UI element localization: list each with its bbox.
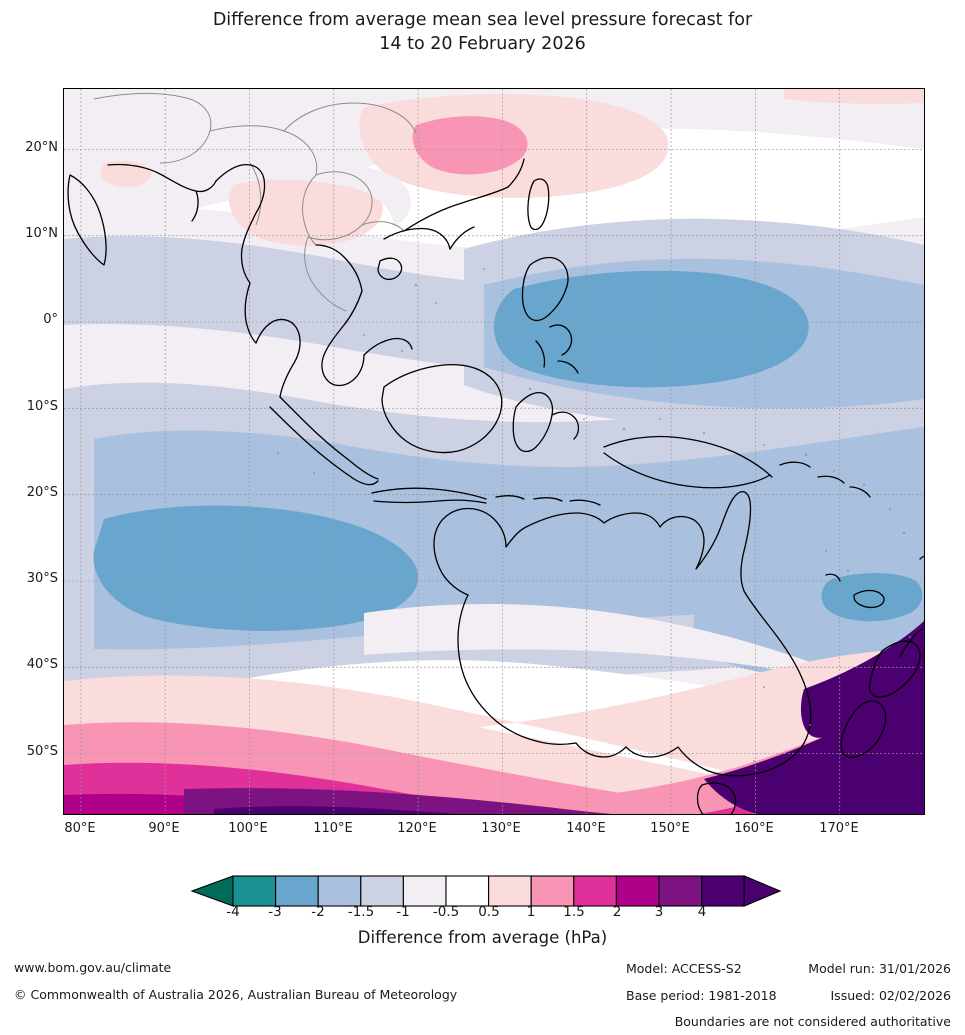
x-axis-label-90e: 90°E xyxy=(148,821,180,836)
footer-model-run: Model run: 31/01/2026 xyxy=(808,961,951,976)
y-axis-label-40s: 40°S xyxy=(26,657,58,672)
colorbar-tick--4: -4 xyxy=(226,904,240,920)
y-axis-label-0: 0° xyxy=(43,312,58,327)
page-title: Difference from average mean sea level p… xyxy=(0,8,965,56)
footer-website-url[interactable]: www.bom.gov.au/climate xyxy=(14,960,172,975)
page-title-line-1: Difference from average mean sea level p… xyxy=(212,10,753,30)
footer-boundaries-disclaimer: Boundaries are not considered authoritat… xyxy=(674,1014,951,1029)
x-axis-label-120e: 120°E xyxy=(397,821,437,836)
country-borders xyxy=(93,92,417,312)
colorbar-tick-2: 2 xyxy=(612,904,622,920)
colorbar-tick--1: -1 xyxy=(396,904,410,920)
x-axis-label-140e: 140°E xyxy=(566,821,606,836)
map-plot-area xyxy=(63,88,925,815)
colorbar-swatches xyxy=(190,875,782,907)
x-axis-label-160e: 160°E xyxy=(734,821,774,836)
footer-copyright: © Commonwealth of Australia 2026, Austra… xyxy=(14,987,458,1002)
y-axis-label-30s: 30°S xyxy=(26,571,58,586)
x-axis-label-110e: 110°E xyxy=(313,821,353,836)
x-axis-label-150e: 150°E xyxy=(650,821,690,836)
footer-model: Model: ACCESS-S2 xyxy=(626,961,742,976)
colorbar-tick--2: -2 xyxy=(311,904,325,920)
footer-base-period: Base period: 1981-2018 xyxy=(626,988,777,1003)
x-axis-label-80e: 80°E xyxy=(64,821,96,836)
colorbar-caption: Difference from average (hPa) xyxy=(357,928,608,947)
x-axis-label-170e: 170°E xyxy=(819,821,859,836)
colorbar-tick-0.5: 0.5 xyxy=(478,904,500,920)
anomaly-contour-map xyxy=(64,89,924,814)
x-axis-label-130e: 130°E xyxy=(481,821,521,836)
colorbar-tick-3: 3 xyxy=(654,904,664,920)
map-gridlines xyxy=(64,89,924,814)
y-axis-label-10n: 10°N xyxy=(25,226,58,241)
y-axis-label-20n: 20°N xyxy=(25,140,58,155)
coastlines xyxy=(67,158,924,814)
y-axis-label-20s: 20°S xyxy=(26,485,58,500)
page-title-line-2: 14 to 20 February 2026 xyxy=(379,34,586,54)
island-specks xyxy=(277,268,911,762)
colorbar: -4 -3 -2 -1.5 -1 -0.5 0.5 1 1.5 2 3 4 xyxy=(186,874,786,920)
colorbar-tick--0.5: -0.5 xyxy=(432,904,460,920)
y-axis-label-10s: 10°S xyxy=(26,399,58,414)
colorbar-tick-4: 4 xyxy=(697,904,707,920)
colorbar-tick-1: 1 xyxy=(526,904,536,920)
footer-issued: Issued: 02/02/2026 xyxy=(830,988,952,1003)
colorbar-tick--3: -3 xyxy=(268,904,282,920)
colorbar-tick-1.5: 1.5 xyxy=(563,904,585,920)
colorbar-tick--1.5: -1.5 xyxy=(347,904,375,920)
y-axis-label-50s: 50°S xyxy=(26,744,58,759)
x-axis-label-100e: 100°E xyxy=(228,821,268,836)
